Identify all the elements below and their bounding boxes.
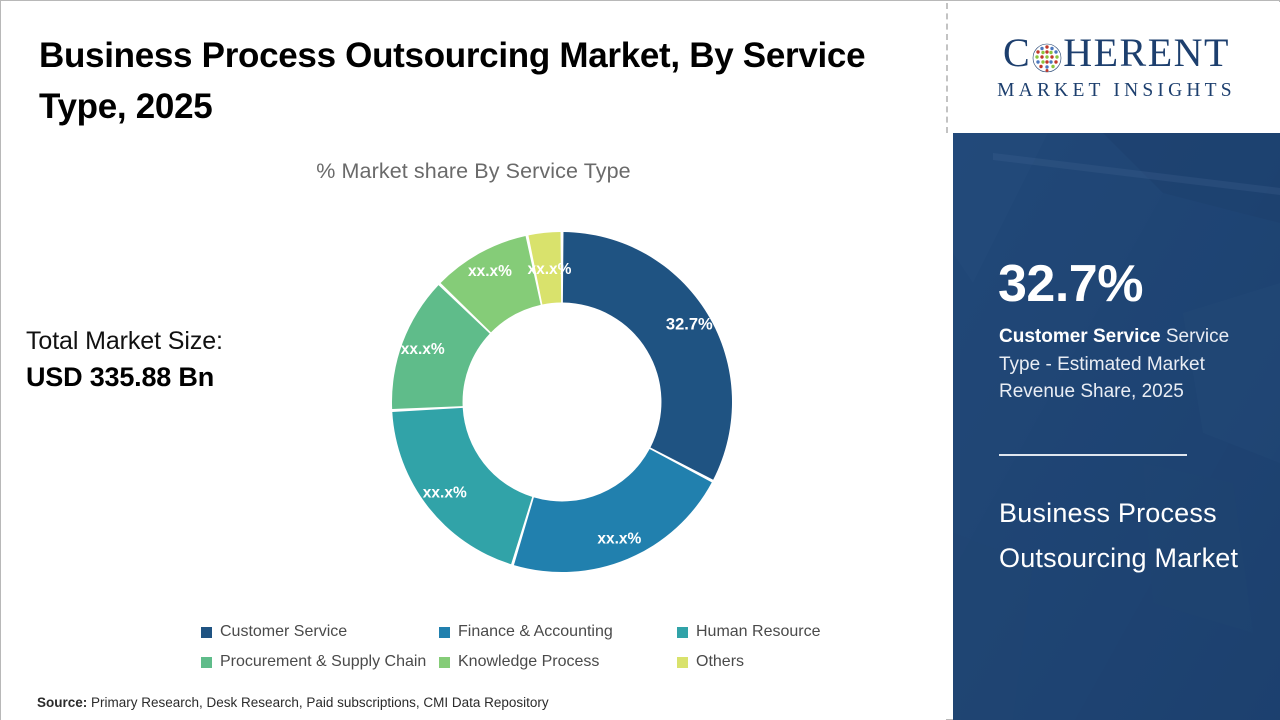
panel-divider-rule — [999, 454, 1187, 456]
stat-caption: Customer Service Service Type - Estimate… — [999, 323, 1261, 406]
legend-item[interactable]: Human Resource — [677, 623, 877, 641]
donut-slice — [513, 449, 712, 572]
legend-item[interactable]: Knowledge Process — [439, 653, 677, 671]
total-market-size-value: USD 335.88 Bn — [26, 362, 214, 393]
legend-label: Procurement & Supply Chain — [220, 653, 427, 670]
legend-swatch — [201, 656, 212, 668]
page-title: Business Process Outsourcing Market, By … — [39, 36, 866, 126]
total-market-size-label: Total Market Size: — [26, 327, 223, 355]
donut-slice-label: xx.x% — [401, 341, 445, 358]
donut-label-group: 32.7% xx.x% xx.x% xx.x% xx.x% xx.x% — [401, 261, 713, 547]
legend-label: Human Resource — [696, 623, 821, 640]
total-market-size-block: Total Market Size: USD 335.88 Bn — [26, 323, 356, 397]
legend-item[interactable]: Procurement & Supply Chain — [201, 653, 439, 671]
logo-wordmark: C — [1003, 33, 1230, 73]
source-line: Source: Primary Research, Desk Research,… — [37, 695, 549, 710]
legend-item[interactable]: Others — [677, 653, 877, 671]
globe-icon — [1032, 40, 1062, 73]
logo-tagline: MARKET INSIGHTS — [997, 80, 1236, 101]
legend-label: Finance & Accounting — [458, 623, 613, 640]
source-label: Source: — [37, 695, 88, 710]
stat-value: 32.7% — [998, 255, 1143, 313]
source-text: Primary Research, Desk Research, Paid su… — [87, 695, 549, 710]
donut-slice-label: xx.x% — [597, 530, 641, 547]
donut-chart: 32.7% xx.x% xx.x% xx.x% xx.x% xx.x% — [389, 229, 735, 575]
legend-item[interactable]: Finance & Accounting — [439, 623, 677, 641]
donut-slice — [440, 235, 541, 333]
donut-slice-group — [392, 232, 732, 572]
chart-legend: Customer Service Finance & Accounting Huma… — [201, 617, 881, 677]
panel-market-name: Business Process Outsourcing Market — [999, 498, 1239, 574]
panel-background-texture — [953, 133, 1280, 720]
logo-word-herent: HERENT — [1063, 30, 1230, 75]
left-content-panel: Business Process Outsourcing Market, By … — [1, 1, 946, 720]
stat-caption-rest: Service Type - Estimated Market Revenue … — [999, 326, 1230, 403]
donut-slice — [528, 232, 562, 305]
donut-slice — [392, 407, 533, 565]
legend-label: Knowledge Process — [458, 653, 600, 670]
legend-item[interactable]: Customer Service — [201, 623, 439, 641]
donut-slice-label: xx.x% — [527, 261, 571, 278]
donut-slice-label: 32.7% — [666, 315, 713, 333]
legend-swatch — [439, 626, 450, 638]
donut-slice-label: xx.x% — [423, 485, 467, 502]
brand-logo: C — [953, 2, 1280, 133]
donut-slice-label: xx.x% — [468, 263, 512, 280]
legend-label: Customer Service — [220, 623, 348, 640]
stat-caption-highlight: Customer Service — [999, 326, 1161, 347]
highlight-sidebar: 32.7% Customer Service Service Type - Es… — [953, 133, 1280, 720]
donut-chart-svg: 32.7% xx.x% xx.x% xx.x% xx.x% xx.x% — [392, 232, 732, 572]
chart-subtitle: % Market share By Service Type — [316, 159, 631, 183]
vertical-dashed-divider — [946, 3, 948, 133]
donut-slice — [562, 232, 732, 480]
legend-swatch — [439, 656, 450, 668]
legend-swatch — [677, 626, 688, 638]
donut-slice — [392, 285, 490, 410]
legend-swatch — [677, 656, 688, 668]
legend-label: Others — [696, 653, 745, 670]
logo-letter-c: C — [1003, 30, 1032, 75]
legend-swatch — [201, 626, 212, 638]
